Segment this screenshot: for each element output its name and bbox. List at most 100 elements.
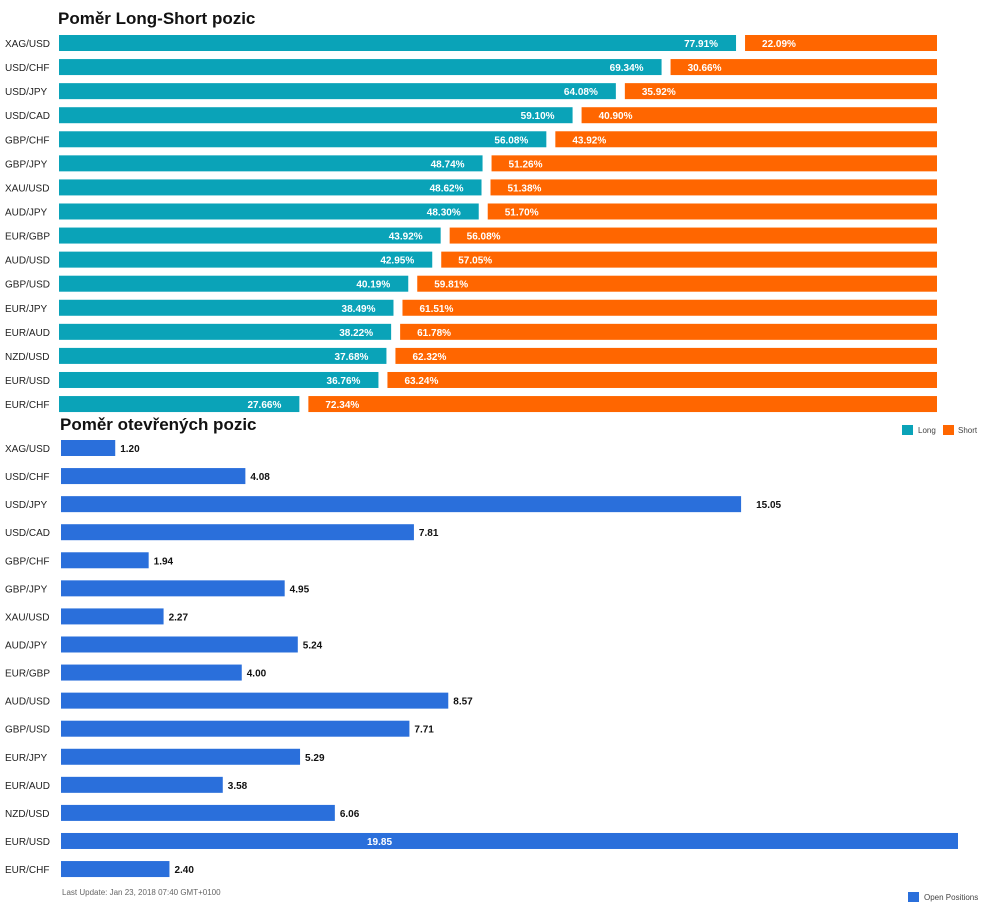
short-bar-usd-cad <box>581 107 937 124</box>
legend-short-swatch <box>943 425 954 435</box>
category-label-xag-usd: XAG/USD <box>5 39 50 50</box>
open-positions-bar-nzd-usd <box>61 804 335 821</box>
open-positions-bar-usd-chf <box>61 468 246 485</box>
category-label-eur-chf: EUR/CHF <box>5 400 49 411</box>
short-bar-usd-chf <box>670 59 937 76</box>
open-positions-label-xag-usd: 1.20 <box>120 444 140 455</box>
long-bar-eur-jpy <box>59 299 394 316</box>
short-bar-eur-gbp <box>449 227 937 244</box>
long-bar-eur-gbp <box>59 227 441 244</box>
category-label-nzd-usd: NZD/USD <box>5 809 49 820</box>
open-positions-bar-gbp-jpy <box>61 580 285 597</box>
category-label-aud-usd: AUD/USD <box>5 256 50 267</box>
open-positions-label-gbp-chf: 1.94 <box>154 556 174 567</box>
legend-open-positions-swatch <box>908 892 919 902</box>
short-bar-eur-aud <box>400 323 937 340</box>
long-label-nzd-usd: 37.68% <box>335 352 369 363</box>
category-label-eur-aud: EUR/AUD <box>5 781 50 792</box>
legend-bottom: Open Positions <box>908 892 978 902</box>
open-positions-bar-eur-jpy <box>61 748 301 765</box>
open-positions-label-eur-aud: 3.58 <box>228 781 248 792</box>
category-label-usd-cad: USD/CAD <box>5 111 50 122</box>
open-positions-bar-xau-usd <box>61 608 164 625</box>
short-label-xag-usd: 22.09% <box>762 39 796 50</box>
short-label-usd-chf: 30.66% <box>688 63 722 74</box>
open-positions-bar-eur-gbp <box>61 664 242 681</box>
long-label-usd-cad: 59.10% <box>521 111 555 122</box>
open-positions-bars: XAG/USD 1.20 USD/CHF 4.08 USD/JPY 15.05 USD/CA… <box>5 440 958 878</box>
short-label-usd-cad: 40.90% <box>599 111 633 122</box>
legend-short-label: Short <box>958 426 978 435</box>
short-bar-eur-usd <box>387 371 937 388</box>
short-bar-xau-usd <box>490 179 937 196</box>
long-label-usd-chf: 69.34% <box>610 63 644 74</box>
open-positions-bar-eur-chf <box>61 861 170 878</box>
long-label-aud-jpy: 48.30% <box>427 207 461 218</box>
long-label-eur-usd: 36.76% <box>327 376 361 387</box>
short-bar-eur-chf <box>308 396 938 413</box>
open-positions-label-usd-chf: 4.08 <box>250 472 270 483</box>
category-label-usd-jpy: USD/JPY <box>5 500 48 511</box>
long-label-xag-usd: 77.91% <box>684 39 718 50</box>
category-label-eur-aud: EUR/AUD <box>5 328 50 339</box>
chart-title-long-short: Poměr Long-Short pozic <box>58 9 255 28</box>
long-bar-usd-cad <box>59 107 573 124</box>
category-label-usd-chf: USD/CHF <box>5 472 49 483</box>
long-bar-nzd-usd <box>59 347 387 364</box>
short-bar-aud-jpy <box>487 203 937 220</box>
long-bar-gbp-chf <box>59 131 547 148</box>
open-positions-label-eur-chf: 2.40 <box>174 865 194 876</box>
legend-top: Long Short <box>902 425 978 435</box>
long-bar-usd-chf <box>59 59 662 76</box>
category-label-xau-usd: XAU/USD <box>5 183 49 194</box>
open-positions-label-aud-usd: 8.57 <box>453 697 473 708</box>
open-positions-label-eur-jpy: 5.29 <box>305 753 325 764</box>
open-positions-label-gbp-usd: 7.71 <box>414 725 434 736</box>
open-positions-bar-usd-jpy <box>61 496 742 513</box>
long-label-xau-usd: 48.62% <box>430 183 464 194</box>
open-positions-bar-usd-cad <box>61 524 414 541</box>
open-positions-bar-eur-usd <box>61 832 958 849</box>
long-bar-eur-chf <box>59 396 300 413</box>
long-bar-xau-usd <box>59 179 482 196</box>
chart-title-open-positions: Poměr otevřených pozic <box>60 415 257 434</box>
short-bar-eur-jpy <box>402 299 937 316</box>
category-label-gbp-jpy: GBP/JPY <box>5 159 48 170</box>
long-bar-aud-jpy <box>59 203 479 220</box>
open-positions-bar-xag-usd <box>61 440 116 456</box>
category-label-eur-jpy: EUR/JPY <box>5 753 48 764</box>
long-label-eur-jpy: 38.49% <box>342 304 376 315</box>
short-bar-nzd-usd <box>395 347 937 364</box>
category-label-eur-jpy: EUR/JPY <box>5 304 48 315</box>
category-label-xag-usd: XAG/USD <box>5 444 50 455</box>
long-bar-eur-aud <box>59 323 392 340</box>
short-label-eur-aud: 61.78% <box>417 328 451 339</box>
category-label-gbp-chf: GBP/CHF <box>5 556 49 567</box>
short-label-xau-usd: 51.38% <box>508 183 542 194</box>
category-label-usd-chf: USD/CHF <box>5 63 49 74</box>
category-label-eur-gbp: EUR/GBP <box>5 232 50 243</box>
open-positions-label-usd-cad: 7.81 <box>419 528 439 539</box>
short-bar-gbp-usd <box>417 275 937 292</box>
short-label-aud-jpy: 51.70% <box>505 207 539 218</box>
short-label-eur-chf: 72.34% <box>325 400 359 411</box>
short-label-eur-jpy: 61.51% <box>419 304 453 315</box>
open-positions-bar-eur-aud <box>61 776 223 793</box>
open-positions-label-xau-usd: 2.27 <box>169 612 189 623</box>
open-positions-bar-aud-usd <box>61 692 449 709</box>
open-positions-label-gbp-jpy: 4.95 <box>290 584 310 595</box>
short-label-eur-gbp: 56.08% <box>467 232 501 243</box>
long-short-bars: XAG/USD 77.91% 22.09% USD/CHF 69.34% 30.66% US… <box>5 35 938 413</box>
category-label-xau-usd: XAU/USD <box>5 612 49 623</box>
open-positions-bar-aud-jpy <box>61 636 298 653</box>
category-label-usd-jpy: USD/JPY <box>5 87 48 98</box>
category-label-gbp-jpy: GBP/JPY <box>5 584 48 595</box>
legend-open-positions-label: Open Positions <box>924 893 978 902</box>
legend-long-label: Long <box>918 426 936 435</box>
short-label-eur-usd: 63.24% <box>404 376 438 387</box>
short-bar-xag-usd <box>745 35 937 51</box>
category-label-eur-usd: EUR/USD <box>5 376 50 387</box>
open-positions-label-aud-jpy: 5.24 <box>303 640 323 651</box>
category-label-aud-jpy: AUD/JPY <box>5 640 48 651</box>
category-label-nzd-usd: NZD/USD <box>5 352 49 363</box>
